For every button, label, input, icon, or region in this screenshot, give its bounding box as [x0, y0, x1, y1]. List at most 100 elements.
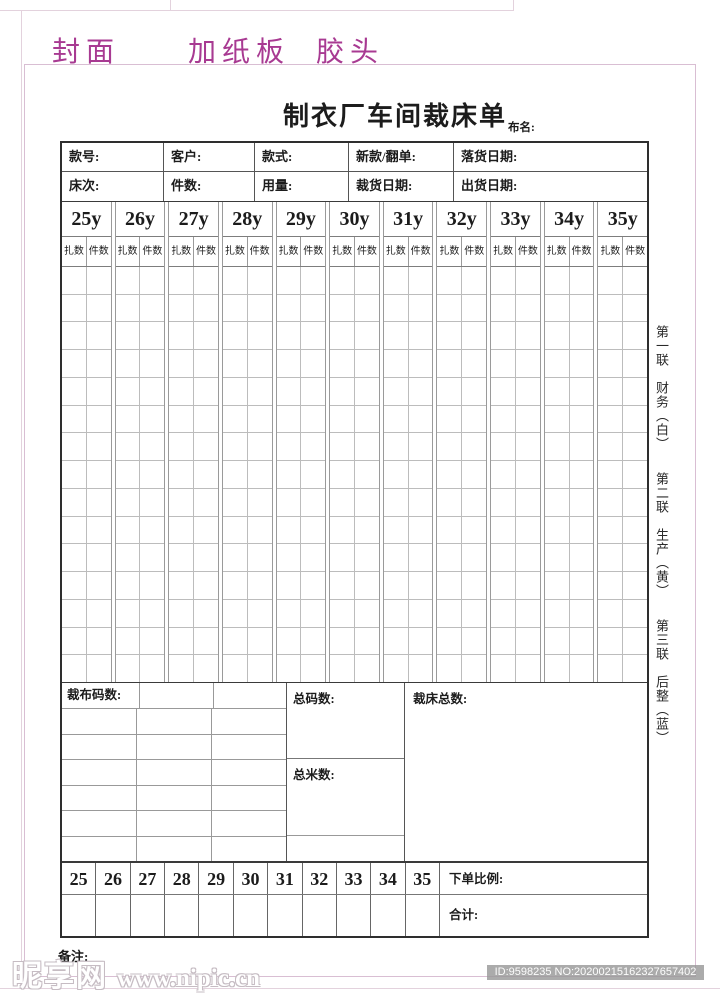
- tally-row: [383, 488, 433, 517]
- ratio-number-cell-32: 32: [303, 863, 337, 894]
- bundle-count-cell: [62, 322, 87, 350]
- cut-fabric-header-row: 裁布码数:: [62, 683, 286, 709]
- bundle-count-cell: [545, 599, 570, 627]
- size-header-label: 35y: [598, 202, 648, 237]
- bundle-count-cell: [62, 544, 87, 572]
- style-field: 款式:: [255, 143, 349, 171]
- piece-count-cell: [623, 295, 647, 322]
- piece-count-cell: [301, 322, 325, 349]
- ratio-number-cells: 25 26 27 28 29 30 31 32 33 34 35: [62, 863, 440, 894]
- tally-row: [544, 599, 594, 628]
- bundle-count-cell: [330, 433, 356, 461]
- piece-count-cell: [355, 517, 379, 544]
- bundle-count-cell: [384, 544, 409, 572]
- tally-row: [276, 433, 326, 462]
- tally-row: [491, 405, 540, 434]
- tally-rows: [491, 267, 540, 683]
- bundle-count-cell: [545, 627, 570, 655]
- tally-row: [330, 544, 379, 573]
- bundle-count-cell: [62, 377, 87, 405]
- bundle-count-cell: [62, 350, 87, 377]
- total-yards-cell: 总码数:: [287, 683, 404, 759]
- bundle-count-cell: [598, 322, 624, 350]
- sub-header-row: 扎数 件数: [222, 237, 272, 267]
- ratio-number-cell-25: 25: [62, 863, 97, 894]
- tally-row: [276, 599, 326, 628]
- tally-rows: [276, 267, 326, 683]
- page-edge-line-top: [0, 10, 514, 11]
- piece-count-cell: [462, 378, 486, 405]
- bundle-count-cell: [598, 461, 624, 488]
- bundle-count-cell: [491, 599, 516, 627]
- piece-count-cell: [516, 517, 540, 544]
- tally-row: [598, 516, 648, 545]
- bundle-count-cell: [598, 516, 624, 544]
- piece-count-cell: [409, 517, 433, 544]
- piece-count-cell: [570, 350, 594, 377]
- piece-count-cell: [248, 628, 272, 655]
- tally-row: [222, 544, 272, 573]
- tally-row: [222, 377, 272, 406]
- bundle-count-cell: [169, 627, 195, 655]
- tally-row: [62, 627, 111, 656]
- bundle-count-cell: [330, 516, 356, 544]
- tally-row: [169, 405, 218, 434]
- bundle-count-cell: [116, 433, 141, 461]
- tally-row: [437, 461, 487, 489]
- bundle-count-cell: [330, 655, 356, 683]
- piece-count-cell: [516, 628, 540, 655]
- tally-row: [115, 599, 165, 628]
- tally-row: [277, 655, 326, 683]
- tally-row: [169, 627, 218, 656]
- bundle-count-cell: [223, 572, 248, 599]
- piece-count-cell: [462, 350, 486, 377]
- summary-cell: [62, 785, 137, 810]
- piece-count-cell: [570, 600, 594, 627]
- piece-count-cell: [462, 461, 486, 488]
- piece-count-cell: [301, 572, 325, 599]
- ratio-number-cell-27: 27: [131, 863, 166, 894]
- tally-row: [62, 294, 111, 323]
- tally-row: [437, 405, 487, 434]
- piece-count-cell: [462, 406, 486, 433]
- piece-count-cell: [301, 295, 325, 322]
- piece-count-cell: [140, 322, 164, 349]
- piece-count-cell: [623, 517, 647, 544]
- tally-row: [383, 461, 433, 489]
- bundle-count-cell: [491, 572, 516, 599]
- remark-label: 备注:: [58, 949, 89, 964]
- bundle-count-cell: [598, 294, 624, 322]
- bundle-count-cell: [169, 267, 195, 294]
- tally-row: [330, 433, 379, 462]
- bundle-count-cell: [491, 516, 516, 544]
- piece-count-cell: [516, 350, 540, 377]
- bundle-count-cell: [169, 377, 195, 405]
- tally-row: [330, 488, 379, 517]
- cutting-form-table: 款号: 客户: 款式: 新款/翻单: 落货日期: 床次: 件数: 用量: 裁货日…: [60, 141, 649, 938]
- tally-row: [222, 433, 272, 462]
- ratio-number-cell-35: 35: [406, 863, 440, 894]
- bundle-count-cell: [330, 377, 356, 405]
- piece-count-cell: [87, 433, 111, 460]
- piece-count-cell: [570, 433, 594, 460]
- tally-row: [222, 461, 272, 489]
- copy-3-finishing-blue: 第三联 后整（蓝）: [654, 619, 669, 745]
- bundle-count-cell: [277, 267, 302, 294]
- piece-count-cell: [248, 406, 272, 433]
- bundle-count-cell: [223, 350, 248, 377]
- bundle-count-cell: [62, 572, 87, 599]
- cut-fabric-row: [62, 836, 286, 861]
- piece-count-cell: [516, 572, 540, 599]
- piece-count-cell: [623, 322, 647, 349]
- tally-row: [491, 572, 540, 600]
- bundle-count-cell: [598, 572, 624, 599]
- piece-count-cell: [87, 489, 111, 516]
- annotation-paperboard-label: 加纸板: [188, 37, 291, 68]
- summary-cell: [137, 785, 212, 810]
- piece-count-cell: [409, 544, 433, 571]
- piece-count-field: 件数:: [164, 172, 255, 201]
- tally-row: [62, 572, 111, 600]
- sub-header-row: 扎数 件数: [491, 237, 540, 267]
- piece-count-cell: [87, 572, 111, 599]
- grand-total-label: 合计:: [449, 908, 479, 922]
